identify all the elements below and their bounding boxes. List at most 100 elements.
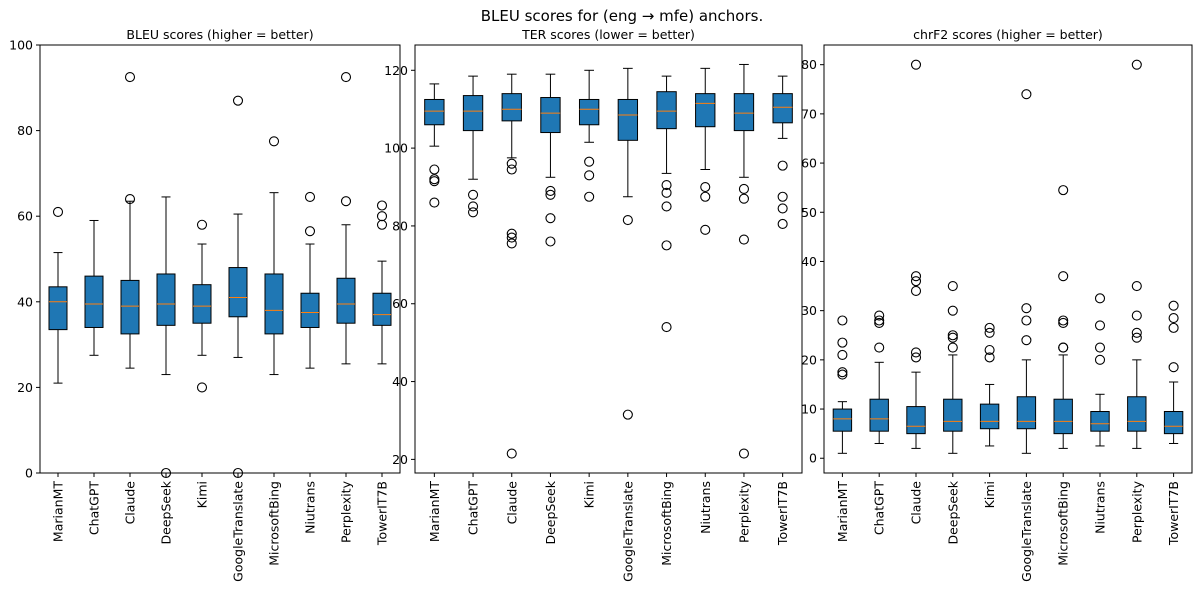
x-tick-label: GoogleTranslate — [231, 481, 246, 582]
outlier-point — [304, 191, 316, 202]
outlier-point — [700, 224, 711, 235]
outlier-point — [661, 180, 672, 191]
iqr-box — [48, 286, 68, 331]
x-tick-label: DeepSeek — [159, 480, 174, 544]
axes-frame — [414, 44, 803, 474]
outlier-point — [837, 349, 848, 360]
outlier-point — [661, 322, 672, 333]
outlier-point — [910, 285, 922, 297]
outlier-point — [1058, 185, 1069, 196]
outlier-point — [304, 226, 316, 237]
outlier-point — [738, 448, 750, 459]
x-tick-label: ChatGPT — [87, 481, 102, 535]
y-tick-label: 0 — [809, 451, 817, 466]
outlier-point — [376, 219, 388, 230]
outlier-point — [1168, 322, 1179, 333]
iqr-box — [1127, 396, 1147, 432]
box-chatgpt — [869, 310, 889, 444]
outlier-point — [874, 315, 885, 326]
y-tick-label: 100 — [9, 38, 33, 53]
box-chatgpt — [462, 75, 484, 218]
x-tick-label: MarianMT — [51, 481, 66, 542]
outlier-point — [376, 211, 388, 222]
iqr-box — [1163, 411, 1184, 435]
panel-title: TER scores (lower = better) — [521, 27, 695, 42]
outlier-point — [506, 158, 517, 169]
x-tick-label: Niutrans — [698, 481, 713, 534]
outlier-point — [910, 347, 922, 358]
outlier-point — [1131, 310, 1142, 321]
outlier-point — [506, 232, 517, 243]
outlier-point — [376, 200, 388, 211]
iqr-box — [1053, 398, 1073, 435]
y-tick-label: 20 — [392, 452, 408, 467]
y-tick-label: 60 — [392, 296, 408, 311]
iqr-box — [832, 408, 853, 432]
outlier-point — [910, 352, 922, 363]
box-deepseek — [943, 281, 963, 454]
y-tick-label: 0 — [25, 466, 33, 481]
y-tick-label: 20 — [801, 352, 817, 367]
outlier-point — [874, 342, 885, 353]
iqr-box — [228, 267, 248, 318]
outlier-point — [1168, 362, 1179, 373]
y-tick-label: 100 — [384, 141, 408, 156]
x-tick-label: Kimi — [582, 481, 597, 508]
x-tick-label: TowerIT7B — [775, 481, 790, 546]
y-tick-label: 40 — [392, 374, 408, 389]
box-kimi — [192, 219, 212, 393]
outlier-point — [1131, 59, 1142, 70]
box-googletranslate — [228, 95, 248, 479]
x-tick-label: GoogleTranslate — [620, 481, 635, 582]
iqr-box — [695, 93, 716, 128]
outlier-point — [584, 191, 595, 202]
outlier-point — [429, 164, 440, 175]
box-towerit7b — [772, 75, 793, 230]
outlier-point — [1021, 303, 1032, 314]
outlier-point — [467, 189, 479, 200]
box-kimi — [578, 69, 600, 202]
box-chatgpt — [84, 219, 104, 356]
outlier-point — [1094, 320, 1106, 331]
outlier-point — [947, 342, 958, 353]
iqr-box — [120, 279, 140, 335]
outlier-point — [738, 183, 750, 195]
outlier-point — [196, 382, 208, 393]
outlier-point — [467, 201, 479, 212]
panel-title: chrF2 scores (higher = better) — [913, 27, 1103, 42]
outlier-point — [984, 344, 995, 356]
outlier-point — [429, 176, 440, 187]
iqr-box — [617, 98, 639, 141]
iqr-box — [772, 93, 793, 124]
iqr-box — [906, 406, 926, 435]
outlier-point — [1021, 335, 1032, 346]
outlier-point — [738, 193, 750, 204]
outlier-point — [777, 218, 788, 230]
chrf2-panel: chrF2 scores (higher = better) 0 10 20 30 40 5… — [801, 27, 1193, 582]
box-googletranslate — [1016, 89, 1037, 454]
outlier-point — [429, 174, 440, 185]
outlier-point — [1058, 317, 1069, 329]
iqr-box — [979, 403, 1000, 430]
outlier-point — [1094, 293, 1106, 304]
iqr-box — [540, 97, 561, 134]
box-deepseek — [156, 196, 176, 479]
outlier-point — [467, 207, 479, 218]
box-microsoftbing — [656, 75, 677, 333]
outlier-point — [984, 327, 995, 338]
box-marianmt — [424, 83, 445, 208]
box-microsoftbing — [264, 136, 284, 376]
y-tick-label: 50 — [801, 205, 817, 220]
outlier-point — [700, 191, 711, 202]
outlier-point — [947, 305, 958, 316]
iqr-box — [1016, 396, 1037, 430]
x-tick-label: Niutrans — [1093, 481, 1108, 534]
box-marianmt — [832, 315, 853, 454]
box-towerit7b — [1163, 300, 1184, 444]
x-tick-label: GoogleTranslate — [1019, 481, 1034, 582]
outlier-point — [700, 181, 711, 193]
outlier-point — [777, 160, 788, 171]
outlier-point — [1058, 271, 1069, 282]
x-tick-label: DeepSeek — [543, 480, 558, 544]
